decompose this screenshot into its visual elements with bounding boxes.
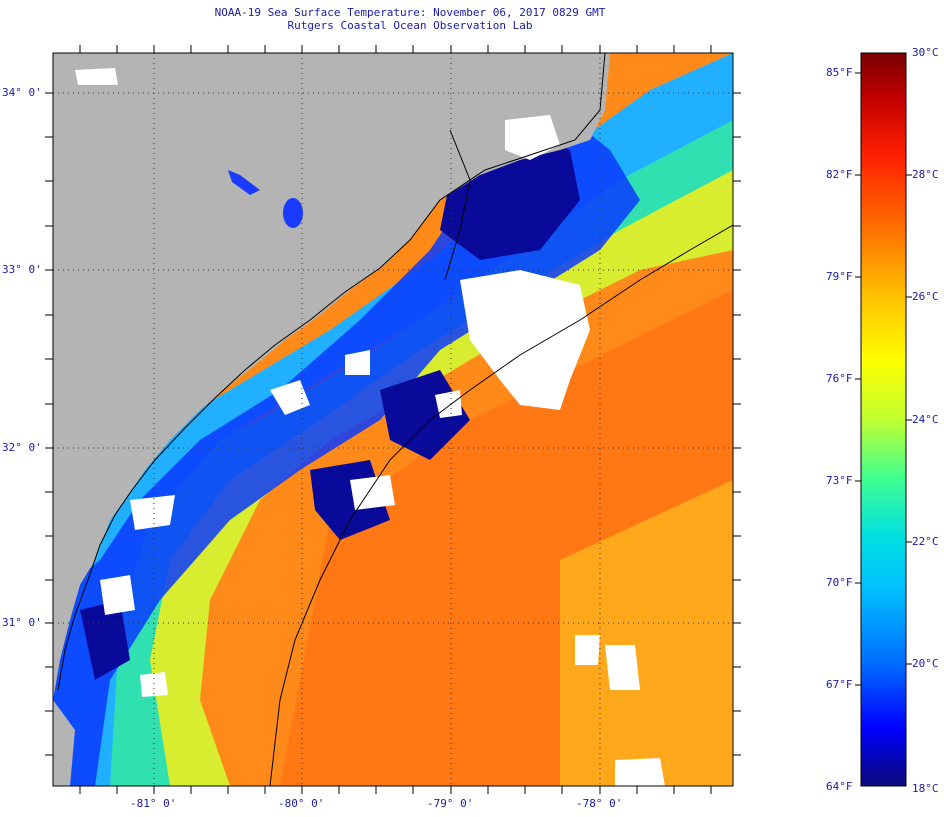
- map-frame: [52, 52, 734, 787]
- land: [53, 53, 610, 700]
- cloud-5: [130, 495, 175, 530]
- cloud-2: [505, 115, 560, 160]
- lat-label-32: 32° 0': [2, 441, 42, 454]
- lon-label-78: -78° 0': [576, 797, 623, 810]
- lat-label-31: 31° 0': [2, 616, 42, 629]
- cloud-11: [140, 672, 168, 697]
- cbar-c-20: 20°C: [912, 657, 939, 670]
- graticule: [53, 53, 733, 786]
- title-line-1: NOAA-19 Sea Surface Temperature: Novembe…: [214, 6, 606, 19]
- cloud-4: [345, 350, 370, 375]
- cloud-7: [575, 635, 600, 665]
- cloud-land: [75, 68, 118, 85]
- cloud-6: [100, 575, 135, 615]
- map-title: NOAA-19 Sea Surface Temperature: Novembe…: [160, 6, 660, 32]
- cold-patch-4: [80, 600, 130, 680]
- colorbar: [860, 52, 907, 787]
- shelf-contour: [269, 224, 733, 786]
- coastline: [57, 53, 606, 691]
- title-line-2: Rutgers Coastal Ocean Observation Lab: [287, 19, 533, 32]
- cbar-c-24: 24°C: [912, 413, 939, 426]
- shelf-green: [53, 110, 733, 786]
- inner-contour: [444, 129, 471, 281]
- lat-label-33: 33° 0': [2, 263, 42, 276]
- cbar-c-30: 30°C: [912, 46, 939, 59]
- cbar-f-64: 64°F: [826, 780, 853, 793]
- cbar-f-82: 82°F: [826, 168, 853, 181]
- cbar-f-67: 67°F: [826, 678, 853, 691]
- frame-ticks: [45, 45, 741, 794]
- map-area: [53, 53, 733, 786]
- yellow-patch-east: [560, 480, 733, 786]
- cbar-f-85: 85°F: [826, 66, 853, 79]
- inland-lake-1: [283, 198, 303, 228]
- land-south: [53, 700, 75, 786]
- cloud-10: [350, 475, 395, 510]
- cloud-1: [460, 270, 590, 410]
- cloud-12: [615, 758, 665, 786]
- cbar-f-70: 70°F: [826, 576, 853, 589]
- lon-label-79: -79° 0': [427, 797, 474, 810]
- cbar-c-28: 28°C: [912, 168, 939, 181]
- cloud-8: [605, 645, 640, 690]
- colorbar-ticks: [855, 72, 912, 686]
- cbar-f-73: 73°F: [826, 474, 853, 487]
- cbar-f-76: 76°F: [826, 372, 853, 385]
- cloud-3: [270, 380, 310, 415]
- inland-lake-2: [228, 170, 260, 195]
- lat-label-34: 34° 0': [2, 86, 42, 99]
- cbar-c-22: 22°C: [912, 535, 939, 548]
- lon-label-81: -81° 0': [130, 797, 177, 810]
- cbar-c-26: 26°C: [912, 290, 939, 303]
- lon-label-80: -80° 0': [278, 797, 325, 810]
- cbar-f-79: 79°F: [826, 270, 853, 283]
- cbar-c-18: 18°C: [912, 782, 939, 795]
